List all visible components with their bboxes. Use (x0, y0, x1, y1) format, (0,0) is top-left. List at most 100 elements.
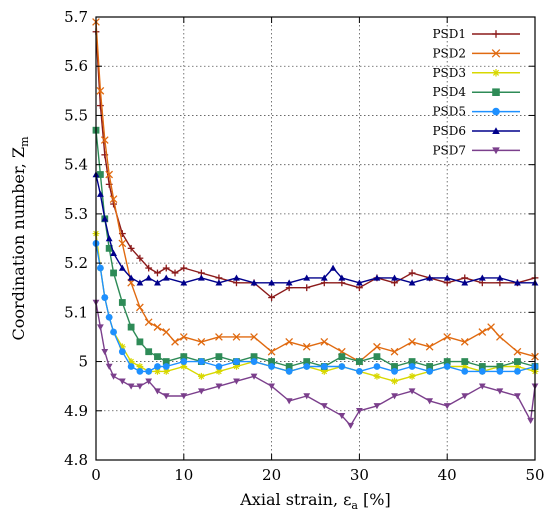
data-point (215, 279, 223, 286)
plot-frame (95, 16, 536, 461)
data-point (197, 274, 205, 281)
data-point (197, 338, 206, 346)
data-point (492, 88, 500, 96)
data-point (101, 348, 109, 356)
data-point (285, 368, 293, 375)
data-point (180, 393, 188, 400)
data-point (215, 353, 223, 361)
data-point (285, 398, 293, 405)
data-point (513, 347, 522, 356)
data-point (356, 279, 363, 286)
data-point (496, 388, 504, 395)
series-line (95, 243, 536, 373)
data-point (338, 363, 346, 370)
data-point (373, 403, 381, 410)
data-point (153, 323, 162, 331)
data-point (303, 274, 311, 281)
data-point (496, 274, 504, 281)
data-point (373, 363, 381, 370)
data-point (514, 358, 521, 365)
series-line (95, 21, 536, 363)
data-point (408, 363, 416, 370)
x-tick-label: 40 (438, 466, 457, 484)
x-axis-label: Axial strain, εa [%] (239, 490, 391, 512)
data-point (127, 244, 135, 252)
data-point (233, 274, 240, 281)
data-point (154, 279, 161, 286)
data-point (162, 264, 170, 272)
data-point (426, 274, 434, 281)
legend-entry: PSD2 (432, 46, 520, 60)
data-point (461, 279, 469, 286)
data-point (391, 274, 398, 281)
data-point (285, 338, 294, 346)
data-point (127, 363, 135, 370)
data-point (136, 383, 144, 390)
data-point (408, 279, 416, 286)
data-point (144, 318, 153, 327)
data-point (136, 368, 144, 375)
x-tick-label: 20 (262, 466, 281, 484)
series-psd3 (92, 230, 539, 385)
data-point (96, 86, 105, 95)
y-axis-label-subscript: m (18, 136, 31, 147)
series-line (95, 174, 535, 284)
data-point (118, 239, 127, 248)
data-point (496, 333, 504, 341)
y-axis-label-main: Coordination number, Z (9, 147, 28, 341)
legend-label: PSD7 (432, 143, 466, 157)
data-point (478, 368, 486, 375)
y-tick-label: 5.3 (64, 205, 88, 223)
data-point (492, 69, 500, 77)
data-point (338, 274, 346, 281)
data-point (110, 328, 117, 336)
data-point (96, 324, 104, 331)
data-point (303, 363, 311, 370)
legend: PSD1 PSD2 PSD3 PSD4 PSD5 PSD6 PSD7 (432, 27, 520, 157)
data-point (461, 368, 469, 375)
data-point (233, 358, 240, 365)
data-point (215, 333, 223, 341)
y-tick-label: 5.1 (64, 303, 88, 321)
legend-label: PSD5 (432, 105, 466, 119)
x-tick-label: 50 (525, 466, 544, 484)
data-point (268, 279, 275, 286)
data-point (285, 363, 293, 370)
data-point (320, 338, 329, 346)
data-point (391, 393, 398, 400)
data-point (461, 393, 469, 400)
data-point (154, 269, 161, 277)
data-point (443, 274, 451, 281)
data-point (180, 279, 188, 286)
data-point (426, 398, 434, 405)
series-psd7 (92, 299, 539, 429)
data-point (408, 269, 416, 277)
series-psd2 (92, 18, 539, 366)
data-point (109, 195, 118, 203)
data-point (96, 190, 104, 197)
data-point (110, 249, 117, 256)
data-point (268, 358, 275, 365)
data-point (105, 235, 113, 242)
data-point (268, 363, 275, 370)
data-point (105, 170, 114, 179)
data-point (154, 363, 161, 370)
data-point (491, 49, 501, 58)
y-tick-label: 5.2 (64, 254, 88, 272)
data-point (391, 363, 398, 370)
data-point (492, 147, 500, 155)
legend-label: PSD3 (432, 66, 466, 80)
series-psd5 (92, 240, 539, 375)
data-point (426, 368, 434, 375)
data-point (136, 254, 144, 262)
data-point (268, 294, 275, 301)
data-point (118, 348, 126, 356)
y-axis-label: Coordination number, Zm (9, 136, 31, 341)
data-point (118, 299, 126, 306)
data-point (478, 274, 486, 281)
y-tick-label: 5.7 (64, 8, 88, 26)
data-point (390, 347, 399, 356)
x-axis-label-main: Axial strain, ε (239, 490, 351, 509)
data-point (496, 368, 504, 375)
